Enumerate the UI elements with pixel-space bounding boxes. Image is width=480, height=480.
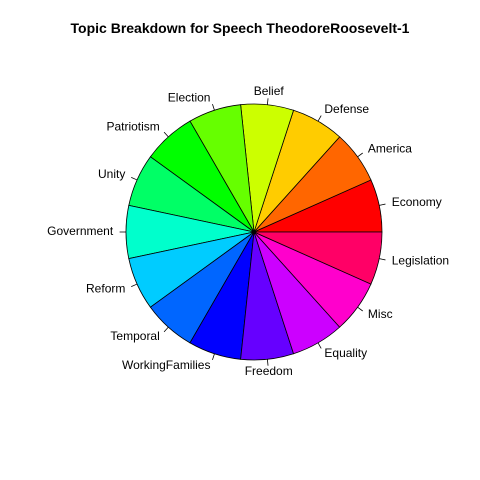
pie-label-workingfamilies: WorkingFamilies xyxy=(122,358,210,372)
pie-tick-misc xyxy=(357,306,363,312)
pie-tick-workingfamilies xyxy=(212,353,215,360)
pie-label-patriotism: Patriotism xyxy=(106,120,159,134)
pie-label-defense: Defense xyxy=(324,102,369,116)
pie-label-equality: Equality xyxy=(324,346,367,360)
pie-tick-economy xyxy=(379,203,386,206)
pie-tick-election xyxy=(212,104,215,111)
pie-tick-unity xyxy=(131,176,138,181)
pie-label-belief: Belief xyxy=(254,84,285,98)
pie-tick-america xyxy=(357,152,363,158)
pie-label-government: Government xyxy=(47,224,114,238)
pie-tick-temporal xyxy=(163,326,169,333)
pie-tick-defense xyxy=(317,115,322,122)
pie-label-legislation: Legislation xyxy=(392,253,449,267)
pie-tick-belief xyxy=(266,98,269,105)
pie-label-reform: Reform xyxy=(86,281,125,295)
pie-label-economy: Economy xyxy=(392,195,442,209)
pie-label-misc: Misc xyxy=(368,307,393,321)
pie-label-temporal: Temporal xyxy=(110,329,159,343)
pie-tick-freedom xyxy=(266,359,269,366)
pie-label-election: Election xyxy=(168,90,211,104)
pie-tick-equality xyxy=(317,342,322,349)
pie-label-america: America xyxy=(368,141,412,155)
pie-label-unity: Unity xyxy=(98,167,125,181)
pie-tick-reform xyxy=(131,283,138,288)
chart-title: Topic Breakdown for Speech TheodoreRoose… xyxy=(70,20,410,36)
pie-label-freedom: Freedom xyxy=(245,364,293,378)
pie-tick-legislation xyxy=(379,258,386,261)
pie-tick-patriotism xyxy=(163,131,169,138)
